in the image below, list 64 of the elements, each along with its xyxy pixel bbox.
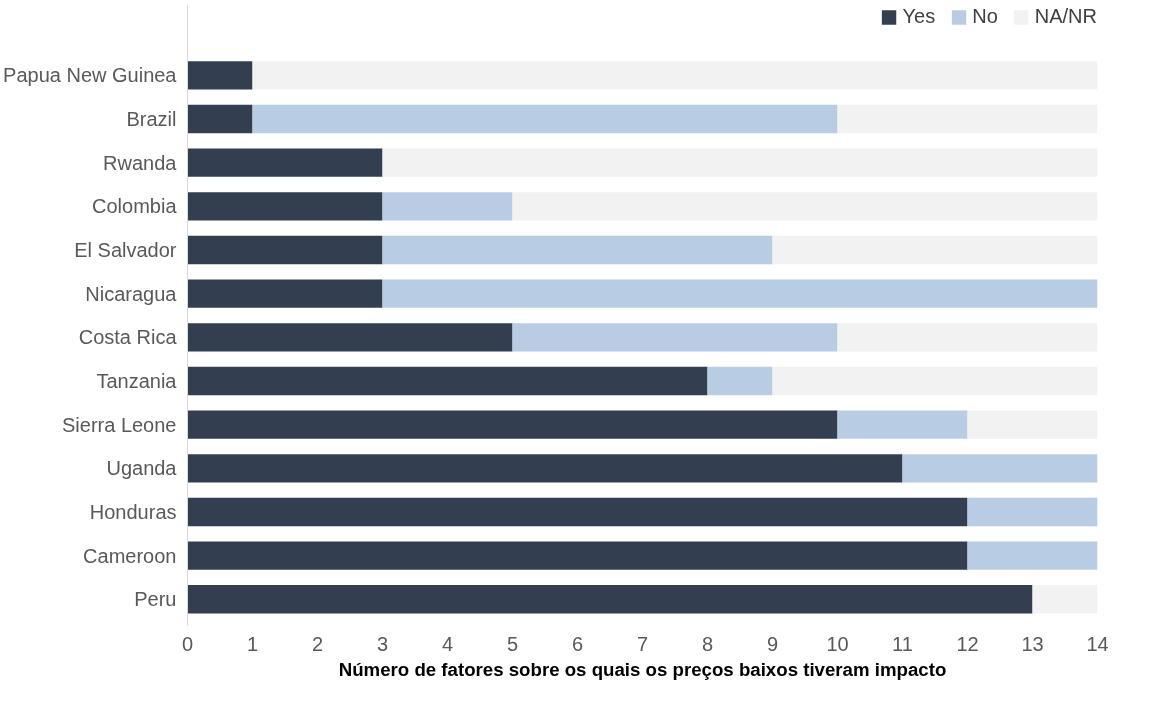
bar: [187, 61, 253, 90]
y-tick-label: Brazil: [126, 108, 177, 131]
bar: [187, 454, 903, 483]
y-tick-label: Papua New Guinea: [3, 64, 178, 87]
bar: [967, 541, 1098, 570]
bar: [902, 454, 1098, 483]
y-tick-label: Uganda: [106, 457, 178, 480]
x-tick-label: 14: [1086, 632, 1109, 655]
bar: [772, 235, 1098, 265]
bar: [512, 192, 1098, 221]
bar: [382, 192, 513, 221]
bar: [187, 585, 1033, 614]
x-tick-label: 2: [311, 632, 324, 655]
y-tick-label: Costa Rica: [78, 326, 178, 349]
x-tick-label: 10: [826, 632, 849, 655]
bar: [1032, 585, 1098, 614]
bar: [252, 61, 1098, 90]
bar: [187, 148, 383, 177]
bar: [187, 323, 513, 352]
x-tick-label: 5: [506, 632, 519, 655]
bar: [382, 235, 773, 265]
y-tick-label: Honduras: [89, 500, 177, 523]
x-tick-label: 3: [376, 632, 389, 655]
bar: [187, 541, 968, 570]
bar: [187, 104, 253, 134]
bar: [967, 410, 1098, 439]
bar: [187, 410, 838, 439]
y-tick-label: Nicaragua: [85, 282, 178, 305]
legend-label: Yes: [902, 5, 936, 28]
x-tick-label: 12: [956, 632, 979, 655]
bar: [837, 410, 968, 439]
y-tick-label: Cameroon: [83, 544, 177, 567]
x-tick-label: 6: [571, 632, 584, 655]
bar: [187, 279, 383, 308]
x-tick-label: 11: [892, 632, 913, 655]
legend-label: NA/NR: [1034, 5, 1097, 28]
x-tick-label: 8: [701, 632, 714, 655]
bar: [967, 497, 1098, 527]
y-tick-label: Rwanda: [103, 151, 178, 174]
y-tick-label: Sierra Leone: [61, 413, 177, 436]
x-tick-label: 4: [441, 632, 454, 655]
bar: [187, 366, 708, 396]
bar: [187, 192, 383, 221]
y-tick-label: Colombia: [92, 195, 178, 218]
bar: [707, 366, 773, 396]
y-tick-label: Peru: [134, 588, 177, 611]
y-tick-label: Tanzania: [96, 369, 178, 392]
bar: [187, 235, 383, 265]
bar: [837, 323, 1098, 352]
y-tick-label: El Salvador: [74, 239, 177, 262]
x-tick-label: 1: [246, 632, 259, 655]
x-tick-label: 0: [181, 632, 194, 655]
bar: [252, 104, 838, 134]
bar: [772, 366, 1098, 396]
bar: [187, 497, 968, 527]
bar: [382, 148, 1098, 177]
x-tick-label: 7: [636, 632, 649, 655]
bar: [512, 323, 838, 352]
x-tick-label: 9: [766, 632, 779, 655]
x-tick-label: 13: [1021, 632, 1044, 655]
bar: [382, 279, 1098, 308]
legend-label: No: [972, 5, 998, 28]
bar: [837, 104, 1098, 134]
x-axis-title: Número de fatores sobre os quais os preços baixos tiveram impacto: [338, 658, 947, 680]
